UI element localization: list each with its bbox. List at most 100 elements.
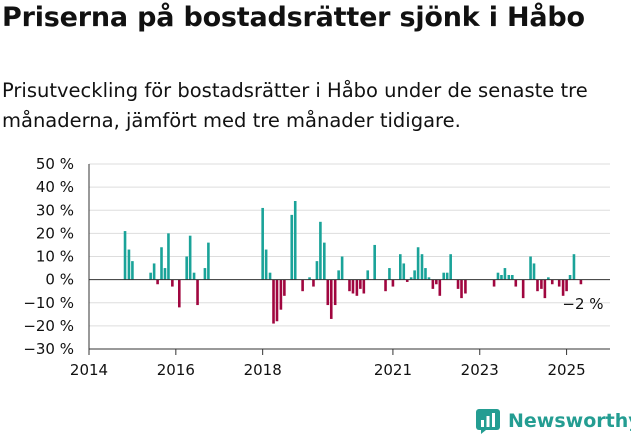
bar <box>160 247 163 280</box>
bar <box>279 279 283 310</box>
bar <box>348 279 351 292</box>
bar <box>359 279 362 289</box>
bar <box>442 272 446 280</box>
bar <box>373 244 376 280</box>
bar <box>171 279 174 287</box>
bar <box>507 275 511 280</box>
bar <box>561 279 565 296</box>
latest-value-annotation: −2 % <box>562 295 603 313</box>
bar <box>293 201 297 280</box>
bar <box>308 277 311 280</box>
axes: 50 % 40 % 30 % 20 % 10 % 0 % −10 % −20 % −30 % 20… <box>23 155 610 379</box>
bar <box>301 279 304 292</box>
gridlines <box>89 163 610 350</box>
bar <box>163 268 167 280</box>
x-tick-label: 2023 <box>461 361 499 379</box>
bar <box>557 279 561 287</box>
bar <box>337 270 340 280</box>
bar <box>424 268 427 280</box>
bar <box>315 261 319 280</box>
bar <box>565 279 568 292</box>
bar <box>521 279 525 299</box>
bar <box>207 242 210 280</box>
y-tick-label: −10 % <box>23 294 74 312</box>
bar <box>503 268 507 280</box>
brand-name: Newsworthy <box>508 410 631 432</box>
bar <box>152 263 156 280</box>
bar <box>427 277 431 280</box>
y-tick-label: 20 % <box>36 224 74 242</box>
bar <box>431 279 435 289</box>
y-tick-label: 40 % <box>36 178 74 196</box>
bar <box>319 221 322 280</box>
bar <box>123 231 127 280</box>
bar <box>312 279 315 287</box>
bar <box>409 277 413 280</box>
page-title: Priserna på bostadsrätter sjönk i Håbo <box>2 2 585 33</box>
y-tick-label: 10 % <box>36 248 74 266</box>
bar <box>511 275 514 280</box>
bar <box>445 272 449 280</box>
bar <box>366 270 370 280</box>
bar <box>192 272 196 280</box>
bar <box>568 275 572 280</box>
bar <box>149 272 152 280</box>
bar <box>333 279 337 306</box>
y-tick-label: 50 % <box>36 155 74 173</box>
bar <box>438 279 442 296</box>
bar <box>196 279 199 306</box>
bar <box>351 279 355 294</box>
bar <box>460 279 463 299</box>
bar <box>188 235 192 280</box>
bar <box>405 279 409 282</box>
bar <box>420 254 424 280</box>
y-tick-label: 30 % <box>36 201 74 219</box>
bar <box>261 207 264 280</box>
x-tick-label: 2021 <box>374 361 412 379</box>
bar <box>449 254 452 280</box>
x-tick-label: 2014 <box>70 361 108 379</box>
bar <box>268 272 272 280</box>
bar <box>550 279 554 285</box>
chart-subtitle: Prisutveckling för bostadsrätter i Håbo … <box>2 79 588 132</box>
y-tick-label: −20 % <box>23 317 74 335</box>
bar <box>275 279 279 322</box>
bar <box>178 279 181 308</box>
bar <box>156 279 159 285</box>
bar <box>540 279 543 289</box>
bar <box>388 268 391 280</box>
bar <box>264 249 268 280</box>
bar <box>290 214 294 280</box>
bar <box>572 254 576 280</box>
bar <box>127 249 131 280</box>
bar <box>398 254 402 280</box>
x-tick-label: 2016 <box>157 361 195 379</box>
bar <box>543 279 547 299</box>
bar <box>529 256 532 280</box>
bar <box>391 279 395 287</box>
bar <box>416 247 420 280</box>
bar <box>323 242 326 280</box>
bar <box>435 279 438 285</box>
newsworthy-brand: Newsworthy <box>475 405 631 437</box>
bar <box>579 279 583 285</box>
bar <box>464 279 467 294</box>
bar <box>340 256 344 280</box>
bar <box>456 279 460 289</box>
x-tick-label: 2018 <box>244 361 282 379</box>
bar <box>329 279 333 319</box>
bar <box>492 279 496 287</box>
bar <box>131 261 134 280</box>
bar <box>283 279 286 296</box>
bar <box>272 279 275 324</box>
x-tick-label: 2025 <box>547 361 585 379</box>
bar <box>536 279 539 292</box>
bar-chart-logo-icon <box>476 409 500 434</box>
bar <box>500 275 503 280</box>
y-tick-label: 0 % <box>45 271 74 289</box>
bar <box>496 272 500 280</box>
bar <box>402 263 406 280</box>
bar <box>167 233 170 280</box>
bar <box>362 279 366 294</box>
